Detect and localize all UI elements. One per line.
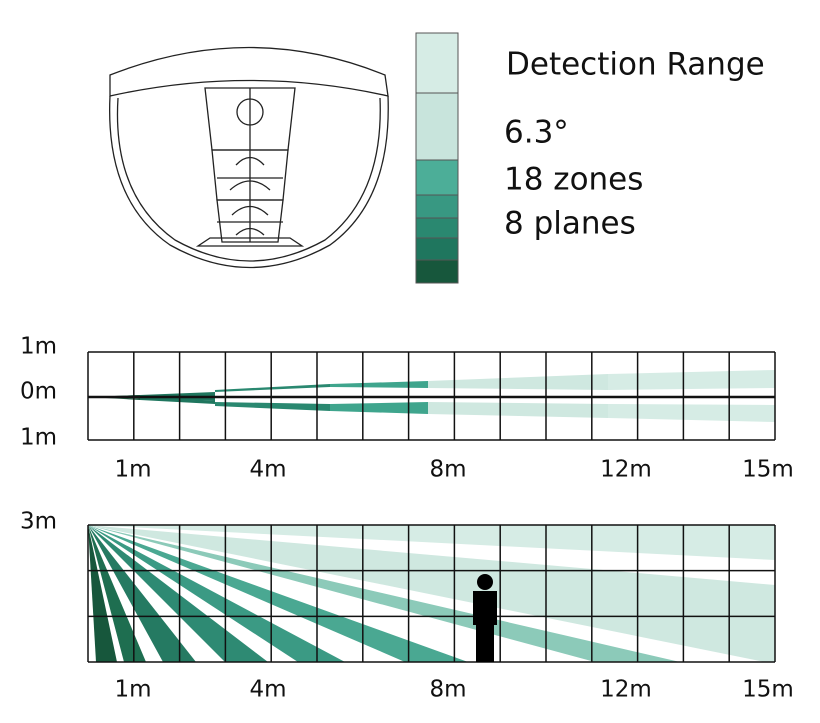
- side-x-label: 4m: [249, 677, 286, 703]
- color-scale: [415, 32, 459, 284]
- side-x-label: 12m: [600, 677, 652, 703]
- legend-angle: 6.3°: [504, 115, 569, 151]
- top-x-label: 1m: [114, 457, 151, 483]
- side-x-label: 1m: [114, 677, 151, 703]
- top-x-label: 15m: [742, 457, 794, 483]
- top-y-label: 0m: [20, 379, 57, 405]
- top-x-label: 4m: [249, 457, 286, 483]
- legend-planes: 8 planes: [504, 206, 636, 242]
- side-view-grid: [87, 524, 776, 663]
- person: [473, 574, 497, 662]
- sensor: [108, 46, 389, 269]
- side-x-label: 15m: [742, 677, 794, 703]
- top-view-beams: [88, 370, 775, 422]
- side-y-label: 3m: [20, 509, 57, 535]
- top-x-label: 8m: [429, 457, 466, 483]
- side-view-beams: [88, 525, 775, 662]
- top-y-label: 1m: [20, 425, 57, 451]
- top-x-label: 12m: [600, 457, 652, 483]
- legend-zones: 18 zones: [504, 162, 643, 198]
- side-x-label: 8m: [429, 677, 466, 703]
- legend-title: Detection Range: [506, 47, 765, 83]
- top-y-label: 1m: [20, 334, 57, 360]
